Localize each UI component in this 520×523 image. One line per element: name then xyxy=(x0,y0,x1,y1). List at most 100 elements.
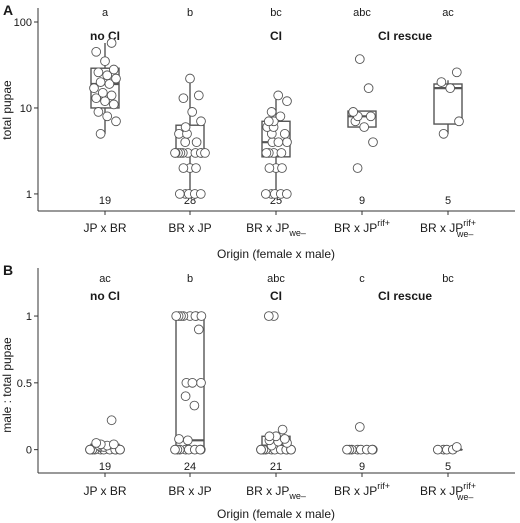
data-point xyxy=(106,38,117,48)
significance-letter: b xyxy=(187,273,193,285)
data-point xyxy=(200,148,210,158)
data-point xyxy=(273,137,284,148)
group-label: CI xyxy=(270,289,282,303)
significance-letter: ac xyxy=(99,273,111,285)
data-point xyxy=(264,163,275,173)
panel-a-y-ticks: 1 10 100 xyxy=(14,17,38,201)
data-point xyxy=(178,163,189,173)
data-point xyxy=(279,128,290,139)
x-tick-label: BR x JP xyxy=(168,484,211,498)
data-point xyxy=(174,434,184,444)
significance-letter: abc xyxy=(353,7,371,19)
data-point xyxy=(170,148,180,158)
data-point xyxy=(85,444,95,455)
panel-b-y-ticks: 00.51 xyxy=(17,311,38,457)
data-point xyxy=(187,107,198,117)
data-point xyxy=(276,148,287,158)
data-point xyxy=(359,122,370,132)
data-point xyxy=(436,77,447,87)
data-point xyxy=(108,64,119,75)
data-point xyxy=(273,90,284,101)
significance-letter: ac xyxy=(442,7,454,19)
data-point xyxy=(354,422,365,432)
data-point xyxy=(115,444,125,455)
data-point xyxy=(91,46,102,57)
data-point xyxy=(266,107,277,117)
data-point xyxy=(281,189,292,199)
data-point xyxy=(93,67,104,78)
significance-letter: bc xyxy=(270,7,282,19)
panel-b-letter: B xyxy=(3,262,13,278)
panel-a-letter: A xyxy=(3,2,13,18)
panel-a-x-tick-labels: JP x BR BR x JP BR x JPwe– BR x JPrif+ BR x … xyxy=(83,211,476,239)
data-point xyxy=(89,83,99,94)
sample-size-label: 19 xyxy=(99,195,111,207)
x-tick-label: JP x BR xyxy=(83,484,126,498)
data-point xyxy=(451,442,462,452)
x-tick-label: BR x JPrif+ we– xyxy=(420,218,476,239)
data-point xyxy=(263,116,274,127)
data-point xyxy=(363,83,374,94)
data-point xyxy=(282,137,292,148)
data-point xyxy=(282,96,292,107)
data-point xyxy=(91,438,102,448)
x-tick-label: BR x JPrif+ we– xyxy=(420,481,476,502)
data-point xyxy=(367,444,378,455)
panel-a-letters: a b bc abc ac xyxy=(102,7,454,19)
panel-b-y-title: male : total pupae xyxy=(0,337,14,433)
data-point xyxy=(277,163,287,173)
data-point xyxy=(182,435,193,446)
sample-size-label: 21 xyxy=(270,461,282,473)
data-point xyxy=(191,163,201,173)
data-point xyxy=(100,56,110,67)
panel-b-letters: ac b abc c bc xyxy=(99,273,454,285)
significance-letter: b xyxy=(187,7,193,19)
data-point xyxy=(445,83,456,94)
data-point xyxy=(185,73,195,84)
data-point xyxy=(180,122,191,132)
significance-letter: abc xyxy=(267,273,285,285)
data-point xyxy=(365,111,376,122)
data-point xyxy=(111,116,121,127)
y-tick-label: 0.5 xyxy=(17,378,32,390)
data-point xyxy=(454,116,464,127)
data-point xyxy=(277,424,288,435)
data-point xyxy=(256,444,266,455)
y-tick-label: 0 xyxy=(26,445,32,457)
significance-letter: bc xyxy=(442,273,454,285)
panel-b-x-title: Origin (female x male) xyxy=(217,507,335,521)
panel-b-group-labels: no CI CI CI rescue xyxy=(90,289,432,303)
panel-b-x-tick-labels: JP x BR BR x JP BR x JPwe– BR x JPrif+ BR x … xyxy=(83,473,476,502)
panel-b-sample-sizes: 19 24 21 9 5 xyxy=(99,461,451,473)
x-tick-label: JP x BR xyxy=(83,221,126,235)
sample-size-label: 9 xyxy=(359,461,365,473)
group-label: CI xyxy=(270,29,282,43)
y-tick-label: 100 xyxy=(14,17,32,29)
data-point xyxy=(261,148,272,158)
sample-size-label: 5 xyxy=(445,461,451,473)
data-point xyxy=(95,128,106,139)
data-point xyxy=(108,439,119,450)
x-tick-label: BR x JPwe– xyxy=(246,221,306,238)
data-point xyxy=(108,99,119,110)
x-tick-label: BR x JPrif+ xyxy=(334,481,390,498)
data-point xyxy=(195,444,206,455)
data-point xyxy=(275,111,286,122)
sample-size-label: 24 xyxy=(184,461,196,473)
data-point xyxy=(93,107,104,117)
data-point xyxy=(264,431,275,442)
panel-b: B male : total pupae Origin (female x ma… xyxy=(0,262,515,521)
data-point xyxy=(279,434,290,444)
x-tick-label: BR x JPrif+ xyxy=(334,218,390,235)
data-point xyxy=(171,311,182,321)
y-tick-label: 1 xyxy=(26,189,32,201)
data-point xyxy=(180,137,191,148)
data-point xyxy=(352,163,363,173)
data-point xyxy=(111,73,121,84)
data-point xyxy=(348,107,359,117)
data-point xyxy=(438,128,449,139)
data-point xyxy=(178,93,189,104)
data-point xyxy=(91,93,102,104)
panel-b-plot-area xyxy=(85,311,463,455)
